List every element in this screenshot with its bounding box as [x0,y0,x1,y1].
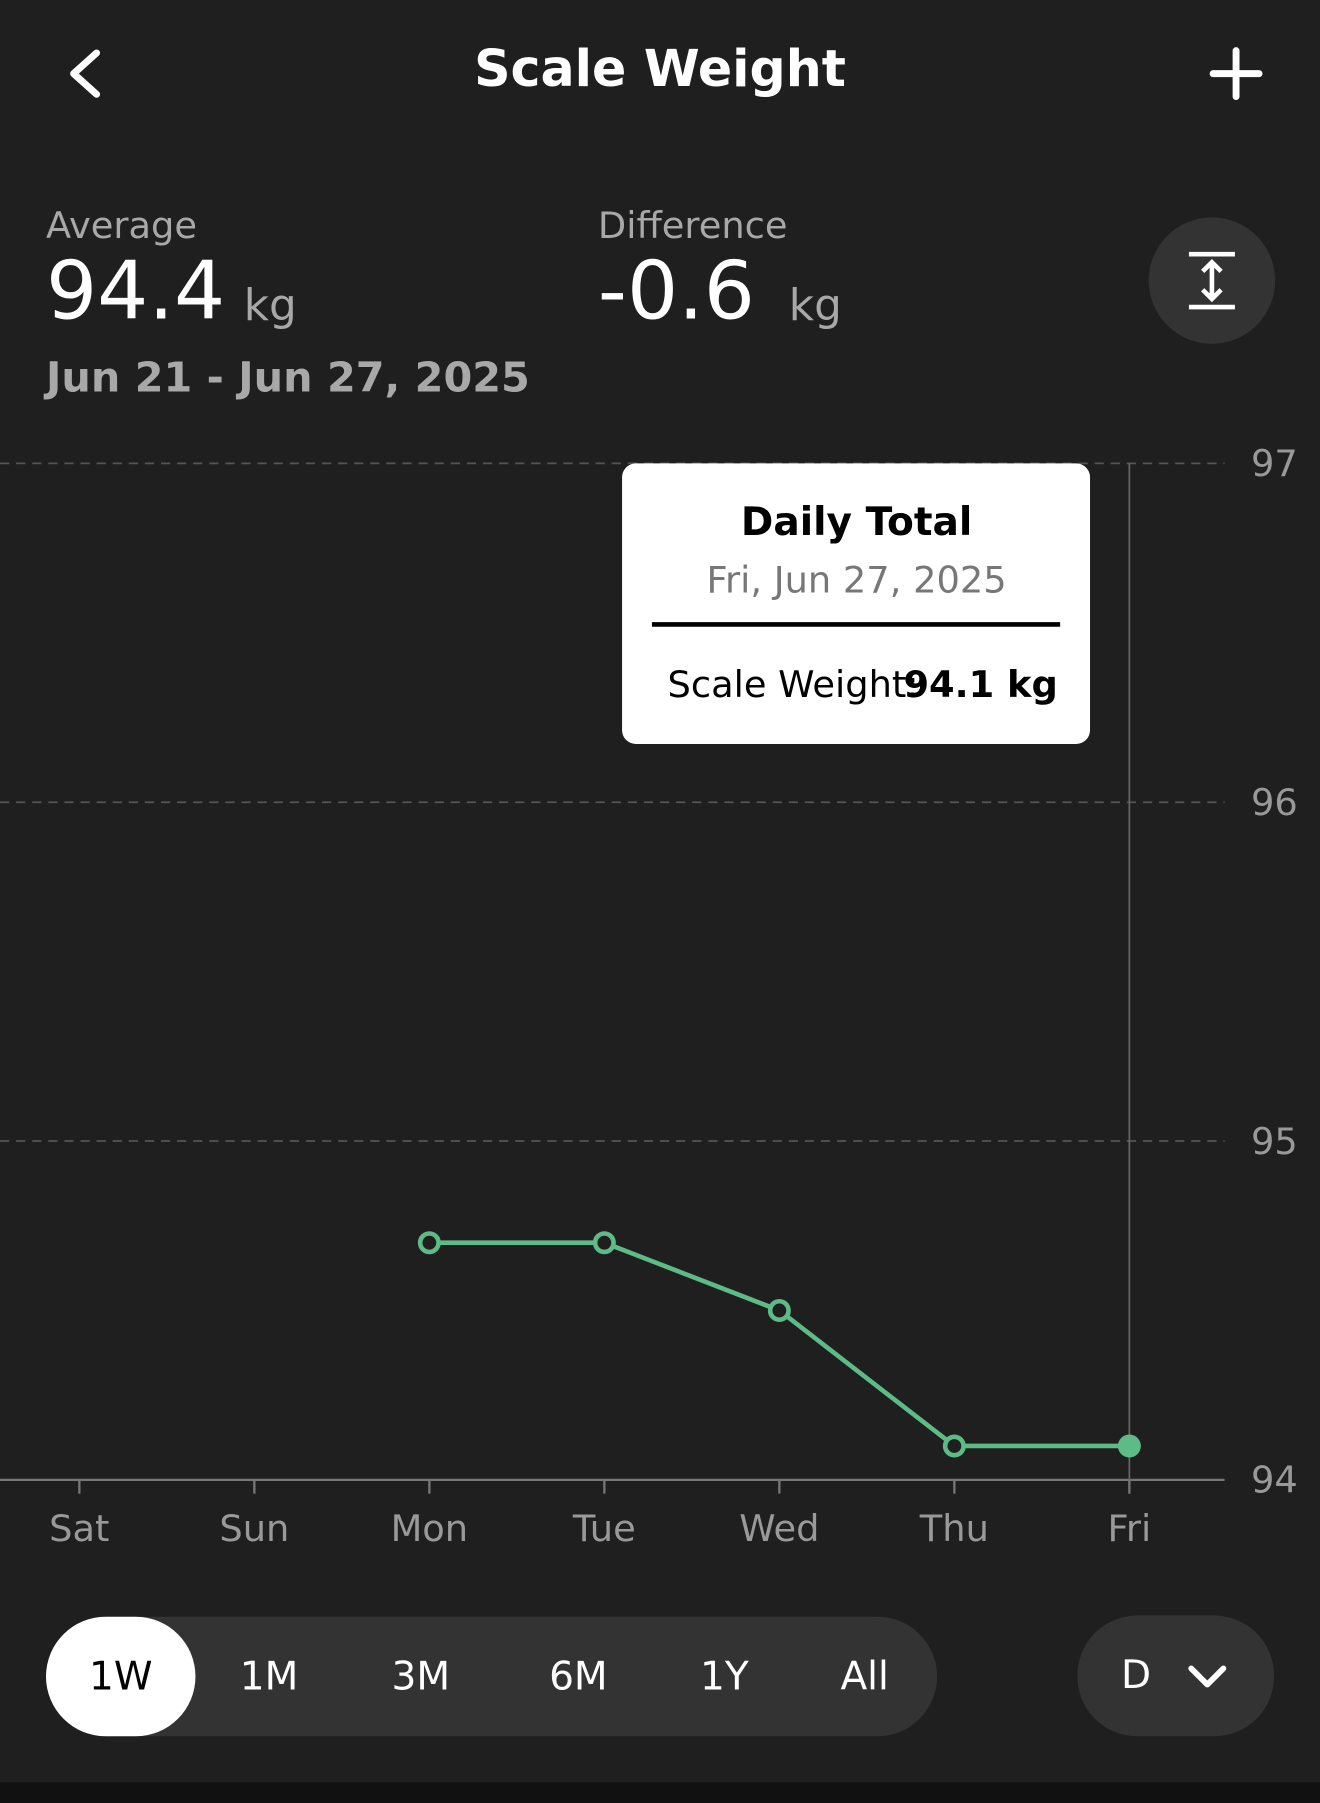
dropdown-bg[interactable] [1077,1615,1275,1737]
data-point[interactable] [592,1231,616,1255]
date-range: Jun 21 - Jun 27, 2025 [43,354,530,402]
data-point[interactable] [1117,1434,1141,1458]
x-tick-label: Thu [919,1507,989,1550]
range-button[interactable]: 1Y [700,1654,749,1699]
range-selected-bg[interactable] [45,1616,196,1737]
y-tick-label: 96 [1251,781,1298,824]
data-point[interactable] [417,1231,441,1255]
dropdown-chevron [1188,1665,1227,1688]
range-selector [45,1616,938,1737]
y-tick-label: 94 [1251,1459,1298,1502]
add-button[interactable] [1209,47,1263,101]
tooltip-date: Fri, Jun 27, 2025 [707,558,1007,601]
x-tick-label: Sat [49,1507,109,1550]
back-button[interactable] [70,49,101,98]
chart: 94 95 96 97 Sat Sun Mon Tue Wed Thu Fri [0,442,1298,1550]
x-tick-label: Wed [739,1507,819,1550]
dropdown-label: D [1121,1653,1151,1698]
data-point[interactable] [767,1298,791,1322]
difference-unit: kg [789,280,842,331]
tooltip-value: 94.1 kg [903,663,1057,706]
range-button[interactable]: All [840,1654,888,1699]
bottom-bar [0,1782,1320,1803]
aggregation-dropdown[interactable]: D [1077,1615,1275,1737]
range-buttons: 1W 1M 3M 6M 1Y All [45,1616,889,1737]
tooltip: Daily Total Fri, Jun 27, 2025 Scale Weig… [622,463,1091,744]
x-tick-label: Mon [391,1507,469,1550]
y-tick-label: 95 [1251,1120,1298,1163]
difference-value: -0.6 [598,244,755,338]
average-value: 94.4 [46,244,225,338]
fit-button[interactable] [1148,217,1276,344]
y-tick-label: 97 [1251,442,1298,485]
range-button[interactable]: 3M [392,1654,451,1699]
tooltip-label: Scale Weight: [668,663,919,706]
range-button[interactable]: 1M [240,1654,299,1699]
x-tick-label: Sun [219,1507,289,1550]
data-point[interactable] [942,1434,966,1458]
range-button[interactable]: 1W [89,1654,153,1699]
difference-label: Difference [598,204,788,247]
fit-icon [1188,251,1235,310]
tooltip-title: Daily Total [741,500,972,545]
x-tick-label: Fri [1107,1507,1151,1550]
tooltip-bg [622,463,1091,744]
x-tick-label: Tue [572,1507,636,1550]
range-button[interactable]: 6M [549,1654,608,1699]
average-label: Average [46,204,197,247]
page-title: Scale Weight [474,39,846,98]
average-unit: kg [244,280,297,331]
